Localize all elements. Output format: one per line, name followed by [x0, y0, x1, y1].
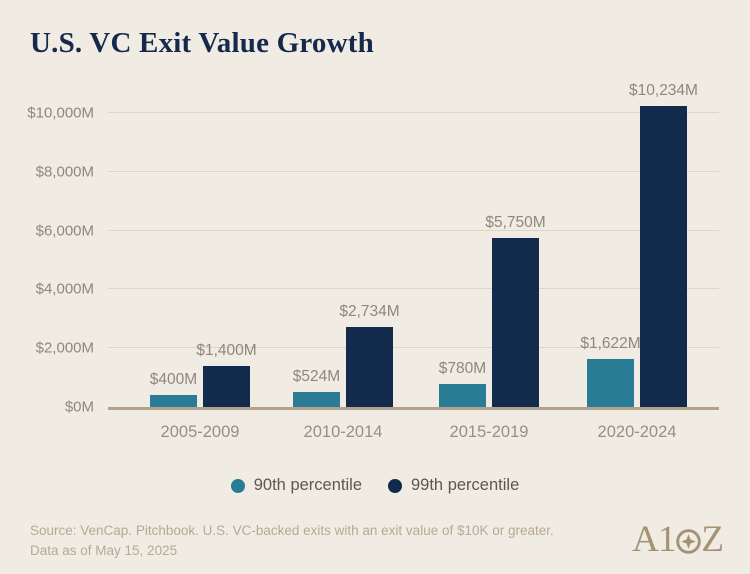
- gridline: [108, 347, 719, 349]
- gridline: [108, 229, 719, 231]
- bar-90th-2015-2019: [439, 384, 486, 407]
- source-line-1: Source: VenCap. Pitchbook. U.S. VC-backe…: [30, 523, 554, 538]
- y-tick-label: $2,000M: [35, 339, 94, 357]
- bar-value-label: $10,234M: [629, 82, 698, 100]
- bar-wrap: $400M: [150, 371, 197, 407]
- bar-wrap: $780M: [439, 360, 486, 407]
- legend-dot-99th-icon: [388, 478, 402, 493]
- bar-value-label: $2,734M: [339, 302, 400, 320]
- y-tick-label: $0M: [64, 398, 94, 416]
- bar-99th-2005-2009: [203, 365, 250, 407]
- source-line-2: Data as of May 15, 2025: [30, 543, 178, 558]
- bar-wrap: $5,750M: [485, 214, 546, 407]
- bar-90th-2005-2009: [150, 395, 197, 407]
- bar-value-label: $5,750M: [485, 213, 546, 231]
- legend-item-99th-percentile: 99th percentile: [388, 476, 519, 495]
- x-axis-label-2010-2014: 2010-2014: [303, 423, 383, 441]
- logo-text-left: A1: [632, 519, 676, 560]
- legend-item-90th-percentile: 90th percentile: [230, 476, 362, 495]
- y-tick-label: $6,000M: [35, 222, 94, 240]
- bar-90th-2010-2014: [293, 391, 340, 407]
- plot-area: $400M $1,400M 2005-2009 $524M $2,734M 2010-20…: [108, 82, 719, 441]
- a16z-logo: A1 Z: [632, 519, 724, 560]
- bar-group-2005-2009: $400M $1,400M: [150, 342, 257, 407]
- bar-99th-2010-2014: [346, 326, 393, 407]
- bar-99th-2015-2019: [492, 237, 539, 407]
- bar-value-label: $1,622M: [580, 335, 641, 353]
- bar-group-2010-2014: $524M $2,734M: [293, 303, 400, 407]
- bar-group-2020-2024: $1,622M $10,234M: [580, 82, 698, 407]
- bar-wrap: $2,734M: [339, 303, 400, 407]
- legend-label: 90th percentile: [253, 476, 362, 494]
- x-axis-label-2020-2024: 2020-2024: [597, 423, 677, 441]
- bar-value-label: $524M: [292, 367, 341, 385]
- y-tick-label: $8,000M: [35, 163, 94, 181]
- legend: 90th percentile 99th percentile: [0, 476, 750, 495]
- x-axis-label-2015-2019: 2015-2019: [449, 423, 529, 441]
- page-title: U.S. VC Exit Value Growth: [30, 27, 374, 59]
- y-tick-label: $4,000M: [35, 280, 94, 298]
- bar-group-2015-2019: $780M $5,750M: [439, 214, 546, 407]
- a16z-compass-icon: [676, 528, 702, 554]
- bar-90th-2020-2024: [587, 359, 634, 407]
- legend-label: 99th percentile: [411, 476, 520, 494]
- bar-wrap: $524M: [293, 368, 340, 407]
- gridline: [108, 170, 719, 172]
- bar-value-label: $400M: [149, 371, 198, 389]
- legend-dot-90th-icon: [230, 478, 245, 493]
- bar-value-label: $1,400M: [196, 341, 257, 359]
- logo-text-right: Z: [701, 519, 724, 560]
- bar-value-label: $780M: [438, 360, 487, 378]
- y-axis-labels: $0M $2,000M $4,000M $6,000M $8,000M $10,000M: [0, 105, 94, 416]
- y-tick-label: $10,000M: [27, 104, 94, 122]
- bar-99th-2020-2024: [640, 106, 687, 407]
- bar-wrap: $10,234M: [629, 82, 698, 407]
- gridline: [108, 288, 719, 290]
- gridline: [108, 112, 719, 113]
- bar-wrap: $1,400M: [196, 342, 257, 407]
- x-axis-label-2005-2009: 2005-2009: [160, 423, 240, 441]
- bar-wrap: $1,622M: [580, 335, 641, 407]
- source-note: Source: VenCap. Pitchbook. U.S. VC-backe…: [30, 521, 554, 561]
